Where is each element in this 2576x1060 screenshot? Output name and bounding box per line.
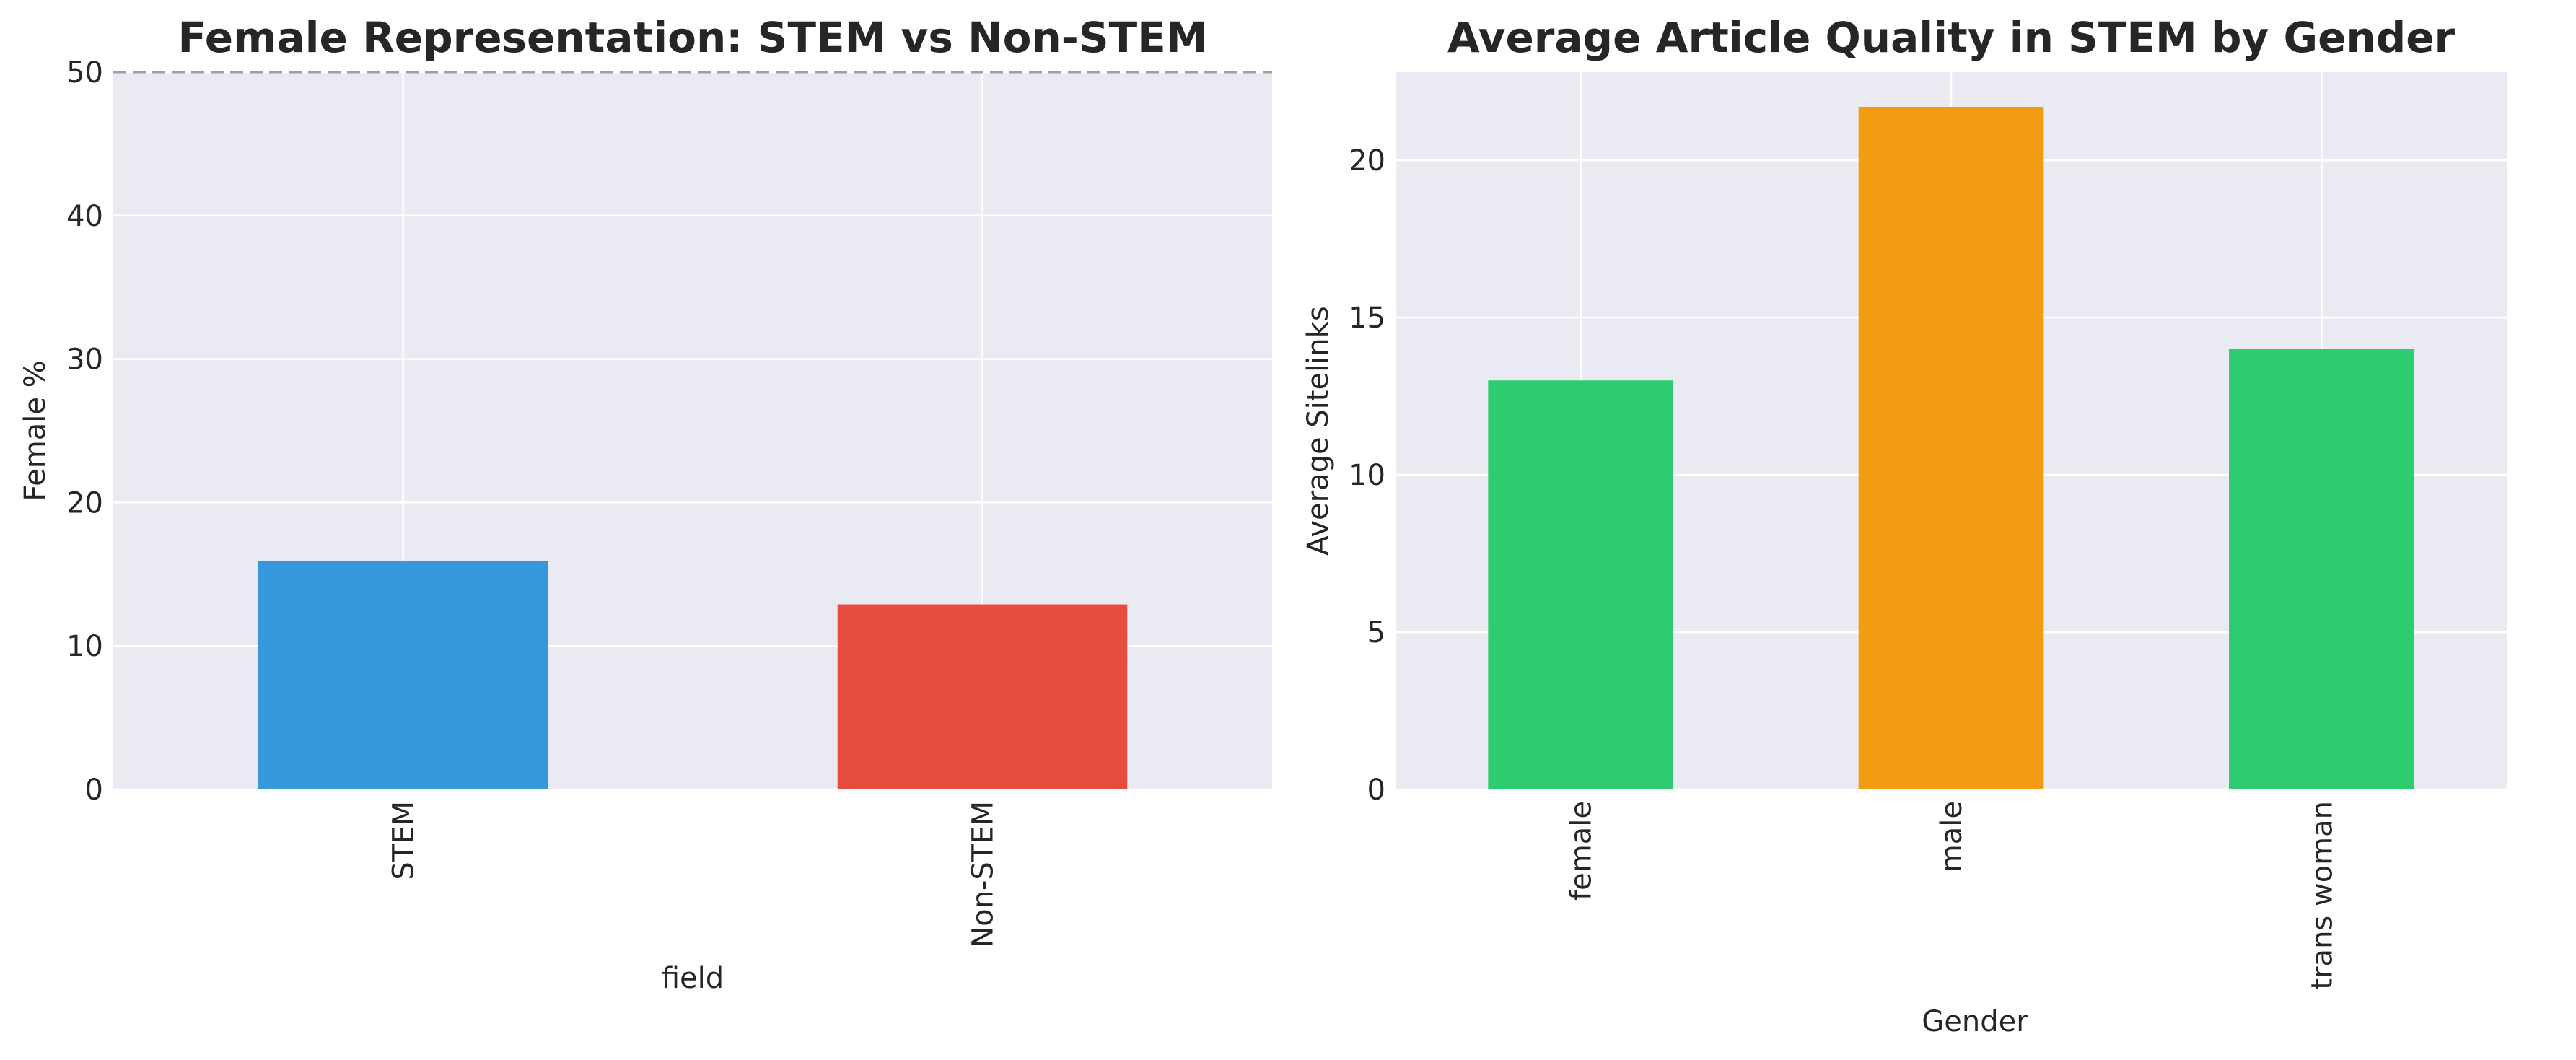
bar-trans-woman bbox=[2229, 349, 2414, 789]
y-tick-label: 0 bbox=[1367, 774, 1385, 807]
y-ticks: 0 10 20 30 40 50 bbox=[66, 56, 103, 807]
chart-female-representation: 0 10 20 30 40 50 STEM Non-STEM Female Represen… bbox=[19, 13, 1272, 995]
x-ticks: STEM Non-STEM bbox=[387, 801, 1000, 948]
x-tick-label: male bbox=[1935, 801, 1968, 872]
y-tick-label: 5 bbox=[1367, 616, 1385, 649]
x-tick-label: Non-STEM bbox=[967, 801, 1000, 948]
y-tick-label: 10 bbox=[66, 630, 103, 663]
x-ticks: female male trans woman bbox=[1565, 801, 2339, 990]
y-axis-label: Average Sitelinks bbox=[1302, 306, 1335, 555]
bar-female bbox=[1488, 380, 1673, 789]
y-tick-label: 20 bbox=[66, 486, 103, 520]
chart-article-quality: 0 5 10 15 20 female male trans woman Average A… bbox=[1302, 13, 2507, 1038]
y-tick-label: 30 bbox=[66, 343, 103, 377]
y-ticks: 0 5 10 15 20 bbox=[1349, 144, 1385, 807]
x-axis-label: field bbox=[662, 962, 724, 995]
y-tick-label: 20 bbox=[1349, 144, 1385, 178]
bars bbox=[258, 561, 1128, 789]
bar-non-stem bbox=[837, 604, 1128, 789]
x-axis-label: Gender bbox=[1922, 1005, 2028, 1038]
y-tick-label: 40 bbox=[66, 200, 103, 233]
chart-title: Female Representation: STEM vs Non-STEM bbox=[178, 13, 1207, 62]
bar-male bbox=[1858, 106, 2044, 789]
x-tick-label: trans woman bbox=[2305, 801, 2339, 990]
chart-title: Average Article Quality in STEM by Gende… bbox=[1447, 13, 2455, 62]
x-tick-label: STEM bbox=[387, 801, 421, 880]
bars bbox=[1488, 106, 2414, 789]
y-tick-label: 0 bbox=[85, 774, 103, 807]
y-tick-label: 50 bbox=[66, 56, 103, 89]
y-tick-label: 10 bbox=[1349, 459, 1385, 492]
y-axis-label: Female % bbox=[19, 360, 52, 501]
x-tick-label: female bbox=[1565, 801, 1598, 901]
y-tick-label: 15 bbox=[1349, 302, 1385, 335]
bar-stem bbox=[258, 561, 548, 789]
